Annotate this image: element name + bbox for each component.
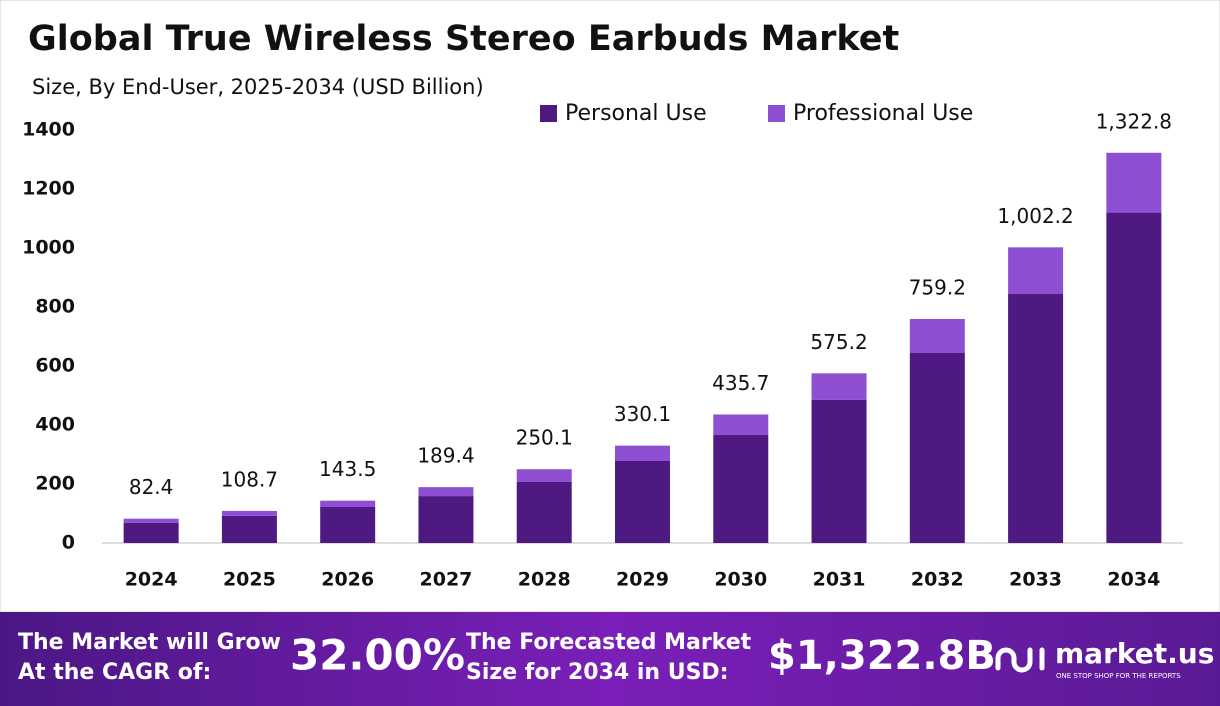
total-label: 435.7 (712, 371, 769, 395)
brand-tagline: ONE STOP SHOP FOR THE REPORTS (1056, 672, 1181, 680)
footer-line: The Market will Grow (18, 630, 281, 655)
x-tick-label: 2031 (813, 569, 866, 591)
y-tick-label: 200 (35, 473, 75, 495)
x-tick-label: 2028 (518, 569, 571, 591)
bar-segment (1008, 294, 1064, 543)
total-label: 1,002.2 (997, 204, 1073, 228)
bar-segment (713, 435, 769, 543)
total-label: 1,322.8 (1096, 109, 1172, 133)
x-tick-label: 2027 (420, 569, 473, 591)
legend-label: Personal Use (565, 101, 707, 126)
bar-segment (320, 500, 376, 508)
x-tick-label: 2034 (1107, 569, 1160, 591)
brand-logo (995, 647, 1045, 673)
bar-segment (615, 445, 670, 461)
y-tick-label: 1000 (22, 237, 75, 259)
legend-swatch (768, 105, 785, 122)
bar-segment (713, 414, 769, 436)
legend-label: Professional Use (793, 101, 973, 126)
y-tick-label: 600 (35, 355, 75, 377)
y-tick-label: 0 (62, 532, 75, 554)
bar-segment (1008, 247, 1064, 295)
y-tick-label: 1200 (22, 178, 75, 200)
total-label: 108.7 (221, 467, 278, 491)
bar-segment (516, 469, 572, 482)
brand: market.us (1055, 637, 1214, 670)
bar-segment (909, 319, 965, 354)
footer-forecast-label: The Forecasted Market Size for 2034 in U… (466, 630, 759, 685)
chart-subtitle: Size, By End-User, 2025-2034 (USD Billio… (32, 75, 484, 99)
total-label: 143.5 (319, 457, 376, 481)
bar-segment (123, 518, 179, 523)
bar-segment (909, 353, 965, 543)
footer-cagr: 32.00% (290, 631, 465, 680)
bar-segment (418, 487, 474, 497)
x-tick-label: 2033 (1009, 569, 1062, 591)
total-label: 189.4 (417, 444, 474, 468)
bar-segment (1106, 152, 1162, 213)
bar-segment (811, 399, 867, 543)
bar-segment (418, 496, 474, 543)
bar-segment (1106, 212, 1162, 543)
x-tick-label: 2030 (714, 569, 767, 591)
x-tick-label: 2029 (616, 569, 669, 591)
bar-segment (811, 373, 867, 400)
footer-line: Size for 2034 in USD: (466, 660, 729, 685)
footer-line: The Forecasted Market (466, 630, 752, 655)
y-tick-label: 400 (35, 414, 75, 436)
footer-forecast: $1,322.8B (768, 633, 996, 679)
bar-segment (221, 515, 277, 543)
bar-segment (320, 507, 376, 543)
total-label: 575.2 (810, 330, 867, 354)
chart-title: Global True Wireless Stereo Earbuds Mark… (28, 19, 899, 59)
footer-band (0, 612, 1220, 706)
y-tick-label: 1400 (22, 119, 75, 141)
total-label: 759.2 (909, 276, 966, 300)
bar-segment (221, 510, 277, 516)
x-tick-label: 2026 (321, 569, 374, 591)
bar-segment (516, 481, 572, 543)
footer-line: At the CAGR of: (18, 660, 211, 685)
x-tick-label: 2032 (911, 569, 964, 591)
total-label: 330.1 (614, 402, 671, 426)
total-label: 82.4 (129, 475, 174, 499)
bar-segment (123, 522, 179, 543)
y-tick-label: 800 (35, 296, 75, 318)
x-tick-label: 2024 (125, 569, 178, 591)
x-tick-label: 2025 (223, 569, 276, 591)
total-label: 250.1 (516, 426, 573, 450)
bar-segment (615, 460, 670, 543)
footer-cagr-label: The Market will Grow At the CAGR of: (18, 630, 289, 685)
legend-swatch (540, 105, 557, 122)
